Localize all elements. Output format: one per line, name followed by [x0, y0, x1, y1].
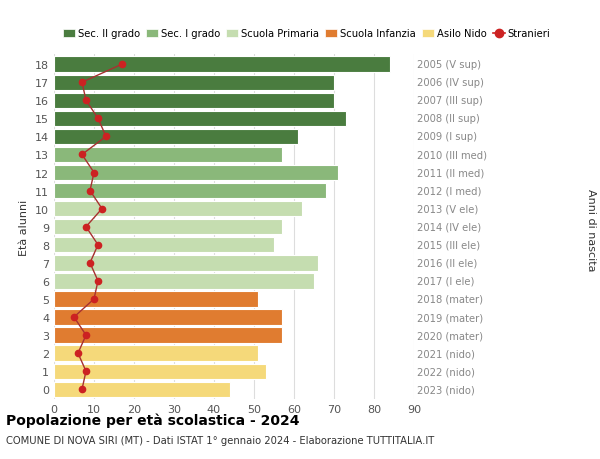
- Bar: [54, 202, 302, 217]
- Bar: [54, 328, 282, 343]
- Text: 2020 (mater): 2020 (mater): [417, 330, 483, 340]
- Text: COMUNE DI NOVA SIRI (MT) - Dati ISTAT 1° gennaio 2024 - Elaborazione TUTTITALIA.: COMUNE DI NOVA SIRI (MT) - Dati ISTAT 1°…: [6, 435, 434, 445]
- Bar: [54, 166, 338, 181]
- Bar: [54, 219, 282, 235]
- Text: 2019 (mater): 2019 (mater): [417, 312, 483, 322]
- Bar: [54, 75, 334, 91]
- Bar: [54, 184, 326, 199]
- Text: 2008 (II sup): 2008 (II sup): [417, 114, 480, 124]
- Text: Anni di nascita: Anni di nascita: [586, 188, 596, 271]
- Text: Popolazione per età scolastica - 2024: Popolazione per età scolastica - 2024: [6, 413, 299, 428]
- Bar: [54, 382, 230, 397]
- Y-axis label: Età alunni: Età alunni: [19, 199, 29, 255]
- Bar: [54, 310, 282, 325]
- Text: 2014 (IV ele): 2014 (IV ele): [417, 222, 481, 232]
- Text: 2012 (I med): 2012 (I med): [417, 186, 481, 196]
- Text: 2023 (nido): 2023 (nido): [417, 385, 475, 394]
- Legend: Sec. II grado, Sec. I grado, Scuola Primaria, Scuola Infanzia, Asilo Nido, Stran: Sec. II grado, Sec. I grado, Scuola Prim…: [59, 25, 554, 43]
- Text: 2018 (mater): 2018 (mater): [417, 294, 483, 304]
- Bar: [54, 112, 346, 127]
- Bar: [54, 364, 266, 379]
- Bar: [54, 129, 298, 145]
- Bar: [54, 93, 334, 109]
- Bar: [54, 238, 274, 253]
- Text: 2022 (nido): 2022 (nido): [417, 366, 475, 376]
- Bar: [54, 346, 258, 361]
- Text: 2021 (nido): 2021 (nido): [417, 348, 475, 358]
- Text: 2015 (III ele): 2015 (III ele): [417, 240, 480, 250]
- Text: 2011 (II med): 2011 (II med): [417, 168, 484, 178]
- Text: 2017 (I ele): 2017 (I ele): [417, 276, 475, 286]
- Bar: [54, 57, 390, 73]
- Text: 2006 (IV sup): 2006 (IV sup): [417, 78, 484, 88]
- Text: 2009 (I sup): 2009 (I sup): [417, 132, 477, 142]
- Bar: [54, 256, 318, 271]
- Text: 2010 (III med): 2010 (III med): [417, 150, 487, 160]
- Bar: [54, 291, 258, 307]
- Text: 2016 (II ele): 2016 (II ele): [417, 258, 477, 268]
- Bar: [54, 147, 282, 163]
- Bar: [54, 274, 314, 289]
- Text: 2013 (V ele): 2013 (V ele): [417, 204, 478, 214]
- Text: 2005 (V sup): 2005 (V sup): [417, 60, 481, 70]
- Text: 2007 (III sup): 2007 (III sup): [417, 96, 483, 106]
